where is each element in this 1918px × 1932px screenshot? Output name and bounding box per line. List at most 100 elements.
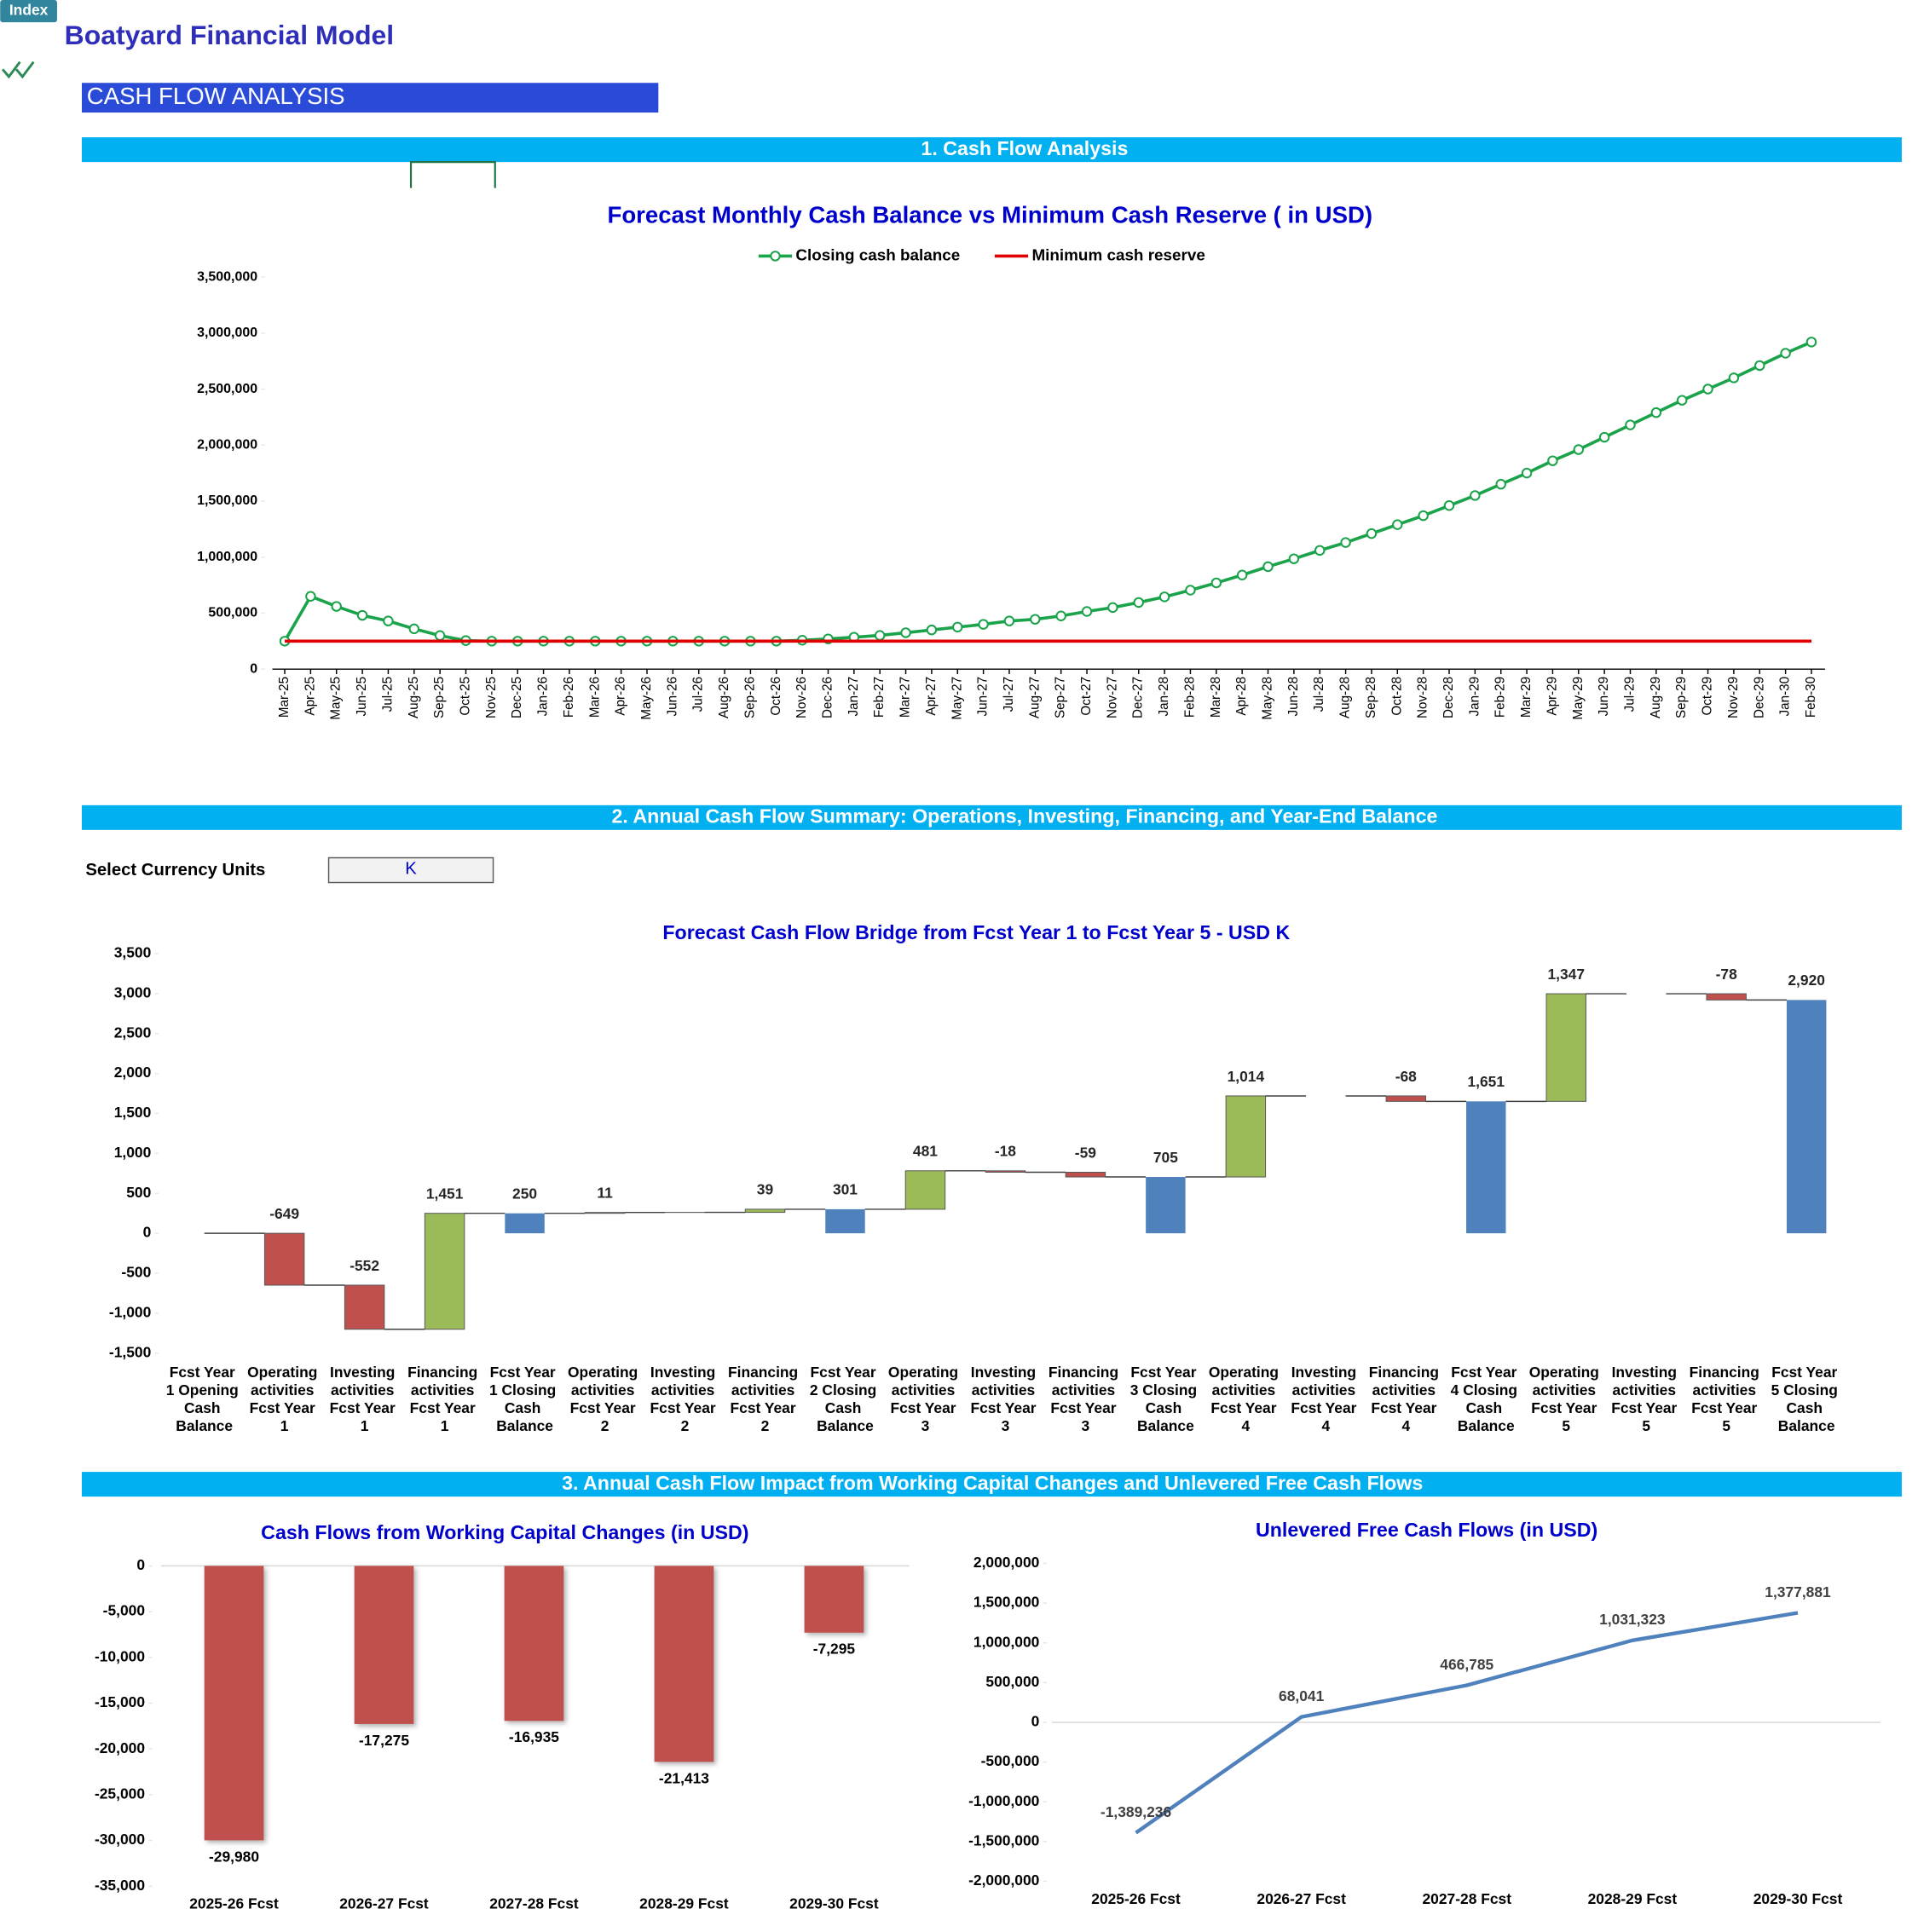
bar	[744, 1208, 786, 1214]
point-marker	[1030, 614, 1041, 625]
bar	[263, 1232, 305, 1286]
x-tick-label: Apr-29	[1545, 677, 1559, 716]
x-tick-label: Jul-27	[1002, 677, 1016, 712]
y-tick-label: 500	[126, 1184, 151, 1201]
index-button[interactable]	[0, 0, 57, 23]
y-tick-label: -500	[121, 1264, 151, 1281]
point-marker	[1754, 360, 1765, 372]
y-tick-label: 1,500,000	[973, 1594, 1039, 1611]
x-tick-label: 2026-27 Fcst	[339, 1895, 429, 1912]
x-tick-label: Feb-28	[1182, 677, 1197, 718]
point-marker	[1547, 455, 1558, 466]
currency-input[interactable]	[327, 856, 494, 884]
point-marker	[1081, 606, 1093, 617]
x-tick-label: Jun-29	[1597, 677, 1611, 717]
data-label: -21,413	[659, 1769, 709, 1786]
x-tick-label: Fcst Year 1 Opening Cash Balance	[166, 1364, 243, 1434]
x-tick-label: Dec-28	[1441, 677, 1456, 718]
data-label: 68,041	[1279, 1687, 1325, 1704]
x-tick-label: Dec-26	[820, 677, 835, 718]
y-tick-label: -25,000	[95, 1785, 145, 1802]
point-marker	[1676, 395, 1688, 406]
y-tick-label: 3,500	[114, 944, 152, 961]
y-tick-label: 2,000,000	[973, 1554, 1039, 1571]
point-marker	[408, 623, 420, 635]
bar	[424, 1213, 465, 1330]
chart-title: Unlevered Free Cash Flows (in USD)	[1256, 1519, 1597, 1541]
x-tick-label: 2025-26 Fcst	[189, 1895, 279, 1912]
series-line	[283, 340, 1812, 643]
section-title: 3. Annual Cash Flow Impact from Working …	[562, 1472, 1423, 1494]
x-tick-label: Oct-28	[1389, 677, 1404, 716]
bar	[804, 1566, 864, 1633]
point-marker	[1521, 467, 1533, 479]
data-label: 466,785	[1440, 1656, 1493, 1673]
x-tick-label: May-25	[329, 677, 344, 720]
data-label: -7,295	[813, 1641, 856, 1658]
bar	[1786, 1000, 1827, 1234]
point-marker	[1495, 478, 1506, 490]
x-tick-label: May-27	[950, 677, 964, 720]
index-button-label[interactable]: Index	[9, 2, 49, 19]
x-tick-label: Jun-26	[665, 677, 679, 717]
x-tick-label: Feb-26	[562, 677, 576, 718]
y-tick-label: 3,000,000	[197, 326, 257, 340]
point-marker	[1625, 419, 1636, 430]
x-tick-label: Oct-25	[459, 677, 473, 716]
x-tick-label: Jul-26	[691, 677, 706, 712]
bar	[504, 1566, 564, 1721]
x-tick-label: 2025-26 Fcst	[1091, 1890, 1181, 1907]
bar	[354, 1566, 414, 1724]
x-tick-label: Sep-27	[1054, 677, 1068, 718]
legend-label: Closing cash balance	[795, 245, 960, 263]
x-tick-label: Feb-30	[1804, 677, 1818, 718]
x-tick-label: Apr-25	[303, 677, 317, 716]
y-tick-label: 2,000	[114, 1064, 152, 1081]
point-marker	[1470, 490, 1481, 501]
x-tick-label: Mar-26	[587, 677, 602, 718]
x-tick-label: Mar-28	[1209, 677, 1223, 718]
point-marker	[1728, 372, 1740, 384]
x-tick-label: Fcst Year 2 Closing Cash Balance	[810, 1364, 881, 1434]
x-tick-label: Sep-29	[1674, 677, 1689, 718]
y-tick-label: 2,500,000	[197, 382, 257, 396]
point-marker	[874, 630, 886, 641]
y-tick-label: 1,000,000	[197, 550, 257, 564]
x-tick-label: 2026-27 Fcst	[1257, 1890, 1346, 1907]
point-marker	[926, 624, 938, 636]
data-label: -78	[1716, 966, 1737, 983]
y-tick-label: -1,500,000	[968, 1831, 1039, 1848]
y-tick-label: 500,000	[208, 606, 257, 620]
x-tick-label: May-29	[1571, 677, 1586, 720]
section-bar	[81, 137, 1902, 163]
x-tick-label: Operating activities Fcst Year 5	[1529, 1364, 1603, 1434]
x-tick-label: Apr-28	[1234, 677, 1249, 716]
data-label: 481	[913, 1143, 938, 1160]
x-tick-label: Financing activities Fcst Year 5	[1690, 1364, 1764, 1434]
x-tick-label: May-28	[1261, 677, 1275, 720]
point-marker	[900, 627, 911, 638]
legend-label: Minimum cash reserve	[1031, 245, 1205, 263]
y-tick-label: 0	[136, 1556, 145, 1573]
currency-value[interactable]: K	[405, 860, 417, 879]
x-tick-label: Jul-25	[380, 677, 395, 712]
bar	[825, 1208, 865, 1234]
data-label: -16,935	[509, 1728, 559, 1745]
bar	[1225, 1095, 1267, 1178]
point-marker	[1650, 407, 1662, 418]
x-tick-label: Aug-26	[717, 677, 731, 718]
data-label: -29,980	[209, 1848, 259, 1865]
x-tick-label: Jul-28	[1312, 677, 1326, 712]
x-tick-label: Fcst Year 3 Closing Cash Balance	[1130, 1364, 1201, 1434]
x-tick-label: Dec-29	[1752, 677, 1766, 718]
data-label: 1,347	[1547, 966, 1585, 983]
x-tick-label: Jun-27	[976, 677, 991, 717]
point-marker	[1185, 585, 1196, 596]
bar	[985, 1170, 1026, 1174]
x-tick-label: Nov-27	[1105, 677, 1119, 718]
section-bar	[81, 805, 1902, 830]
y-tick-label: 1,500,000	[197, 493, 257, 508]
y-tick-label: 0	[1031, 1713, 1040, 1730]
bar	[204, 1566, 264, 1841]
